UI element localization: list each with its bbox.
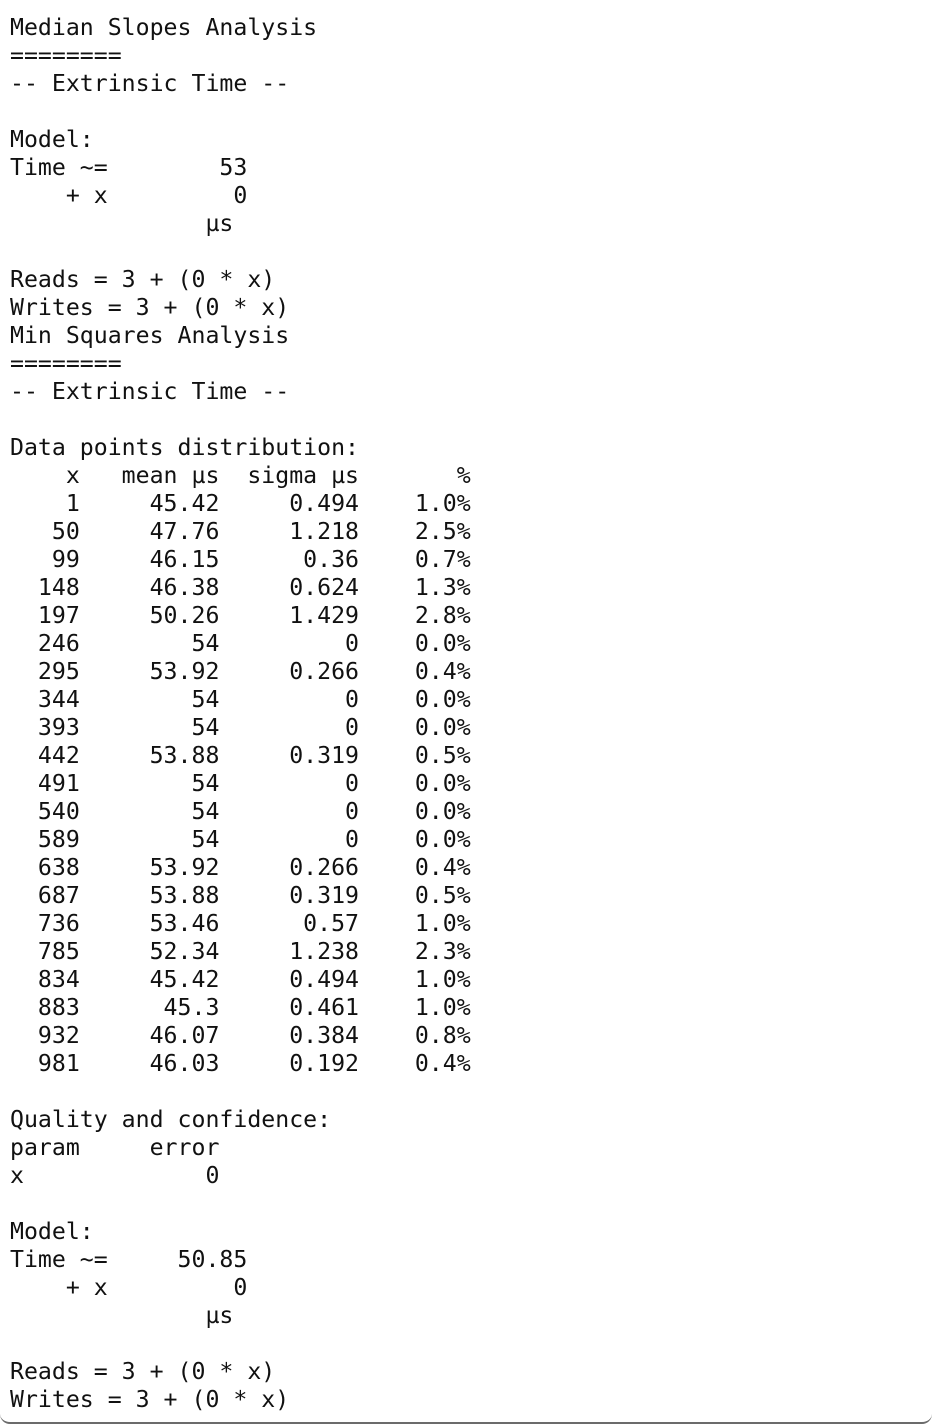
- median-reads-line: Reads = 3 + (0 * x): [10, 266, 276, 293]
- table-row: 295 53.92 0.266 0.4%: [10, 658, 471, 685]
- minsq-title-line: Min Squares Analysis: [10, 322, 290, 349]
- table-row: 442 53.88 0.319 0.5%: [10, 742, 471, 769]
- table-row: 344 54 0 0.0%: [10, 686, 471, 713]
- median-writes-line: Writes = 3 + (0 * x): [10, 294, 290, 321]
- table-row: 393 54 0 0.0%: [10, 714, 471, 741]
- blank-line: [10, 1190, 471, 1218]
- median-extrinsic-header: -- Extrinsic Time --: [10, 70, 290, 97]
- table-row: 638 53.92 0.266 0.4%: [10, 854, 471, 881]
- minsq-writes-line: Writes = 3 + (0 * x): [10, 1386, 290, 1413]
- minsq-underline: ========: [10, 350, 122, 377]
- median-model-label: Model:: [10, 126, 94, 153]
- minsq-time-slope: + x 0: [10, 1274, 248, 1301]
- table-row: 932 46.07 0.384 0.8%: [10, 1022, 471, 1049]
- table-row: 99 46.15 0.36 0.7%: [10, 546, 471, 573]
- blank-line: [10, 238, 471, 266]
- table-row: 148 46.38 0.624 1.3%: [10, 574, 471, 601]
- quality-row: x 0: [10, 1162, 220, 1189]
- median-time-intercept: Time ~= 53: [10, 154, 248, 181]
- minsq-time-intercept: Time ~= 50.85: [10, 1246, 248, 1273]
- median-title-line: Median Slopes Analysis: [10, 14, 318, 41]
- blank-line: [10, 98, 471, 126]
- distribution-label: Data points distribution:: [10, 434, 360, 461]
- table-row: 197 50.26 1.429 2.8%: [10, 602, 471, 629]
- distribution-header-row: x mean µs sigma µs %: [10, 462, 471, 489]
- median-time-slope: + x 0: [10, 182, 248, 209]
- table-row: 981 46.03 0.192 0.4%: [10, 1050, 471, 1077]
- table-row: 589 54 0 0.0%: [10, 826, 471, 853]
- table-row: 736 53.46 0.57 1.0%: [10, 910, 471, 937]
- blank-line: [10, 1078, 471, 1106]
- quality-label: Quality and confidence:: [10, 1106, 332, 1133]
- minsq-model-label: Model:: [10, 1218, 94, 1245]
- table-row: 785 52.34 1.238 2.3%: [10, 938, 471, 965]
- terminal-output: Median Slopes Analysis ======== -- Extrins…: [10, 14, 471, 1414]
- table-row: 1 45.42 0.494 1.0%: [10, 490, 471, 517]
- blank-line: [10, 406, 471, 434]
- median-underline: ========: [10, 42, 122, 69]
- median-time-unit: µs: [10, 210, 234, 237]
- blank-line: [10, 1330, 471, 1358]
- table-row: 834 45.42 0.494 1.0%: [10, 966, 471, 993]
- quality-header-row: param error: [10, 1134, 220, 1161]
- table-row: 50 47.76 1.218 2.5%: [10, 518, 471, 545]
- table-row: 246 54 0 0.0%: [10, 630, 471, 657]
- table-row: 540 54 0 0.0%: [10, 798, 471, 825]
- minsq-reads-line: Reads = 3 + (0 * x): [10, 1358, 276, 1385]
- table-row: 491 54 0 0.0%: [10, 770, 471, 797]
- minsq-extrinsic-header: -- Extrinsic Time --: [10, 378, 290, 405]
- table-row: 687 53.88 0.319 0.5%: [10, 882, 471, 909]
- minsq-time-unit: µs: [10, 1302, 234, 1329]
- table-row: 883 45.3 0.461 1.0%: [10, 994, 471, 1021]
